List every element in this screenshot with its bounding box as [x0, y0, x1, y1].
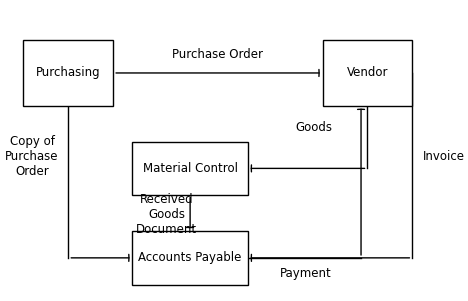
- FancyBboxPatch shape: [132, 141, 248, 195]
- Text: Copy of
Purchase
Order: Copy of Purchase Order: [5, 135, 59, 178]
- Text: Purchasing: Purchasing: [36, 67, 101, 79]
- FancyBboxPatch shape: [322, 40, 412, 106]
- FancyBboxPatch shape: [132, 231, 248, 285]
- FancyBboxPatch shape: [23, 40, 113, 106]
- Text: Purchase Order: Purchase Order: [172, 48, 263, 61]
- Text: Vendor: Vendor: [347, 67, 388, 79]
- Text: Material Control: Material Control: [143, 162, 238, 175]
- Text: Accounts Payable: Accounts Payable: [139, 251, 242, 264]
- Text: Received
Goods
Document: Received Goods Document: [136, 193, 197, 236]
- Text: Invoice: Invoice: [423, 150, 465, 163]
- Text: Goods: Goods: [295, 121, 333, 134]
- Text: Payment: Payment: [279, 267, 331, 280]
